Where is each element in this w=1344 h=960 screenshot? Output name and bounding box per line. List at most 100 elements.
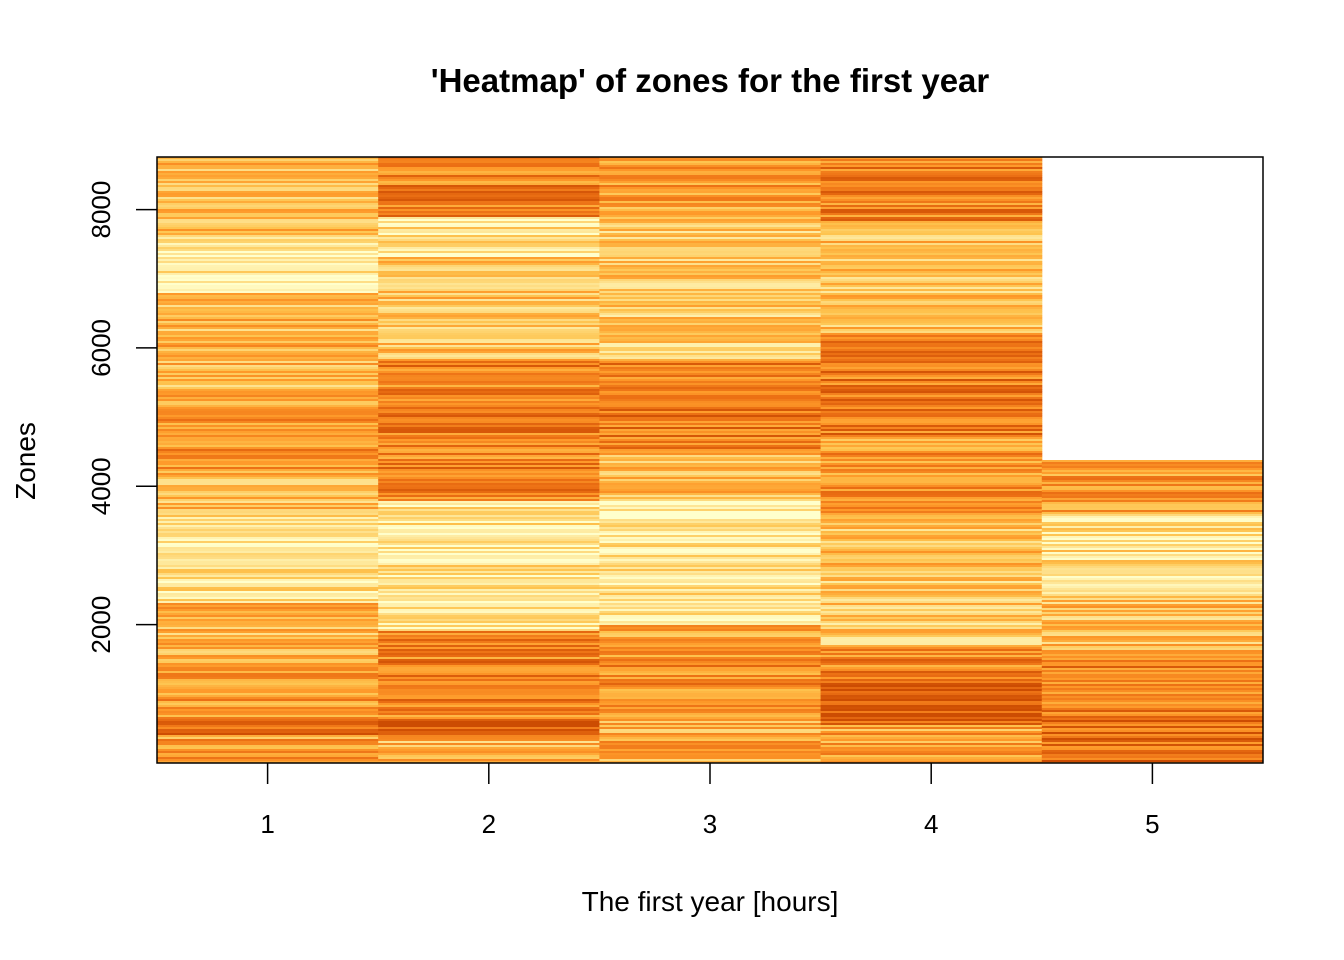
heatmap-cell [157, 197, 379, 200]
heatmap-cell [599, 761, 822, 764]
heatmap-cell [599, 403, 822, 406]
heatmap-cell [1041, 610, 1264, 613]
heatmap-cell [157, 503, 379, 506]
heatmap-cell [378, 591, 600, 594]
heatmap-cell [157, 727, 379, 730]
heatmap-cell [378, 467, 600, 470]
heatmap-cell [378, 663, 600, 666]
heatmap-cell [157, 563, 379, 566]
heatmap-cell [378, 289, 600, 292]
heatmap-cell [1041, 732, 1264, 735]
heatmap-cell [378, 697, 600, 700]
heatmap-cell [157, 469, 379, 472]
heatmap-cell [157, 295, 379, 298]
heatmap-cell [378, 425, 600, 428]
heatmap-cell [1041, 588, 1264, 591]
heatmap-cell [820, 329, 1043, 332]
heatmap-cell [1041, 596, 1264, 599]
heatmap-cell [157, 541, 379, 544]
heatmap-cell [157, 365, 379, 368]
heatmap-cell [157, 237, 379, 240]
heatmap-cell [599, 663, 822, 666]
heatmap-cell [378, 733, 600, 736]
heatmap-cell [157, 407, 379, 410]
heatmap-cell [599, 323, 822, 326]
heatmap-cell [378, 197, 600, 200]
heatmap-cell [820, 559, 1043, 562]
heatmap-cell [599, 623, 822, 626]
heatmap-cell [378, 587, 600, 590]
heatmap-cell [599, 639, 822, 642]
heatmap-cell [820, 171, 1043, 174]
heatmap-cell [157, 745, 379, 748]
heatmap-cell [157, 267, 379, 270]
heatmap-cell [157, 385, 379, 388]
heatmap-cell [378, 313, 600, 316]
heatmap-cell [1041, 592, 1264, 595]
heatmap-cell [378, 225, 600, 228]
heatmap-cell [157, 229, 379, 232]
heatmap-cell [599, 659, 822, 662]
heatmap-cell [599, 511, 822, 514]
heatmap-cell [599, 543, 822, 546]
heatmap-cell [599, 391, 822, 394]
heatmap-cell [599, 611, 822, 614]
heatmap-cell [157, 625, 379, 628]
heatmap-cell [157, 167, 379, 170]
heatmap-cell [599, 335, 822, 338]
heatmap-cell [157, 707, 379, 710]
heatmap-cell [378, 571, 600, 574]
heatmap-cell [599, 489, 822, 492]
heatmap-cell [1041, 492, 1264, 495]
heatmap-cell [820, 333, 1043, 336]
heatmap-cell [820, 683, 1043, 686]
heatmap-cell [157, 597, 379, 600]
heatmap-cell [378, 627, 600, 630]
heatmap-cell [157, 207, 379, 210]
heatmap-cell [599, 509, 822, 512]
heatmap-cell [378, 361, 600, 364]
heatmap-cell [820, 551, 1043, 554]
heatmap-cell [820, 729, 1043, 732]
heatmap-cell [820, 395, 1043, 398]
heatmap-cell [1041, 710, 1264, 713]
heatmap-cell [157, 749, 379, 752]
heatmap-cell [599, 325, 822, 328]
heatmap-cell [157, 493, 379, 496]
heatmap-cell [157, 415, 379, 418]
heatmap-cell [820, 713, 1043, 716]
heatmap-cell [378, 493, 600, 496]
heatmap-cell [599, 675, 822, 678]
heatmap-cell [378, 365, 600, 368]
heatmap-cell [157, 423, 379, 426]
heatmap-cell [820, 273, 1043, 276]
heatmap-cell [599, 707, 822, 710]
heatmap-cell [378, 685, 600, 688]
heatmap-cell [820, 191, 1043, 194]
heatmap-cell [820, 203, 1043, 206]
heatmap-cell [378, 181, 600, 184]
heatmap-cell [599, 173, 822, 176]
heatmap-cell [378, 711, 600, 714]
heatmap-cell [157, 689, 379, 692]
heatmap-cell [1041, 522, 1264, 525]
heatmap-cell [599, 577, 822, 580]
heatmap-cell [599, 205, 822, 208]
heatmap-cell [820, 567, 1043, 570]
heatmap-cell [378, 631, 600, 634]
heatmap-cell [1041, 720, 1264, 723]
heatmap-cell [1041, 756, 1264, 759]
heatmap-cell [820, 281, 1043, 284]
heatmap-cell [1041, 548, 1264, 551]
heatmap-cell [599, 229, 822, 232]
chart-title: 'Heatmap' of zones for the first year [431, 62, 990, 99]
heatmap-cell [157, 213, 379, 216]
heatmap-cell [378, 623, 600, 626]
heatmap-cell [378, 477, 600, 480]
heatmap-cell [599, 233, 822, 236]
heatmap-cell [599, 361, 822, 364]
heatmap-cell [157, 609, 379, 612]
heatmap-cell [599, 447, 822, 450]
heatmap-cell [378, 207, 600, 210]
heatmap-cell [378, 559, 600, 562]
